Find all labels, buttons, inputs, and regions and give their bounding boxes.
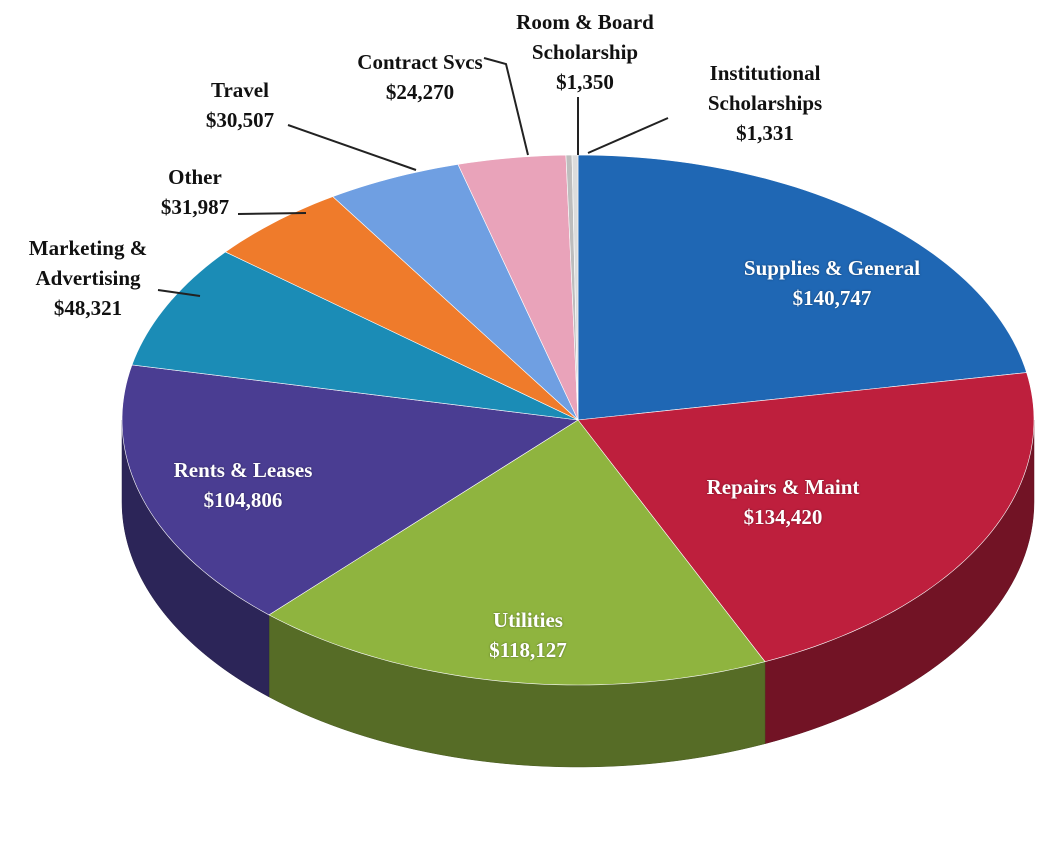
slice-label: Room & Board Scholarship $1,350 — [495, 7, 675, 97]
category-label: Utilities — [493, 608, 563, 632]
leader-line — [157, 289, 201, 297]
value-label: $134,420 — [743, 505, 823, 529]
value-label: $48,321 — [53, 296, 123, 320]
slice-label: Marketing & Advertising $48,321 — [1, 233, 176, 323]
slice-label: Travel $30,507 — [140, 75, 340, 135]
slice — [577, 154, 1028, 421]
category-label: Contract Svcs — [357, 50, 483, 74]
slice — [332, 164, 579, 421]
value-label: $30,507 — [205, 108, 275, 132]
category-label: Supplies & General — [743, 256, 921, 280]
slice — [577, 372, 1035, 663]
category-label: Institutional Scholarships — [707, 61, 823, 115]
value-label: $1,331 — [736, 121, 794, 145]
leader-line — [587, 117, 669, 154]
value-label: $31,987 — [160, 195, 230, 219]
category-label: Marketing & Advertising — [28, 236, 148, 290]
value-label: $24,270 — [385, 80, 455, 104]
slice — [268, 419, 766, 686]
category-label: Other — [168, 165, 222, 189]
value-label: $140,747 — [792, 286, 872, 310]
category-label: Rents & Leases — [173, 458, 313, 482]
slice — [571, 154, 579, 421]
slice-label: Institutional Scholarships $1,331 — [685, 58, 845, 148]
slice-label: Other $31,987 — [95, 162, 295, 222]
value-label: $1,350 — [556, 70, 614, 94]
slice — [131, 251, 579, 421]
category-label: Travel — [211, 78, 269, 102]
category-label: Room & Board Scholarship — [516, 10, 654, 64]
slice — [224, 196, 579, 421]
slice — [457, 154, 579, 421]
value-label: $104,806 — [203, 488, 283, 512]
slice — [121, 364, 579, 616]
slice-label: Repairs & Maint $134,420 — [633, 472, 933, 532]
value-label: $118,127 — [489, 638, 567, 662]
slice-label: Contract Svcs $24,270 — [320, 47, 520, 107]
slice-label: Supplies & General $140,747 — [682, 253, 982, 313]
leader-line — [483, 57, 529, 156]
slice-label: Rents & Leases $104,806 — [93, 455, 393, 515]
slice-label: Utilities $118,127 — [378, 605, 678, 665]
leader-line — [237, 212, 307, 215]
category-label: Repairs & Maint — [706, 475, 860, 499]
leader-line — [287, 124, 417, 171]
